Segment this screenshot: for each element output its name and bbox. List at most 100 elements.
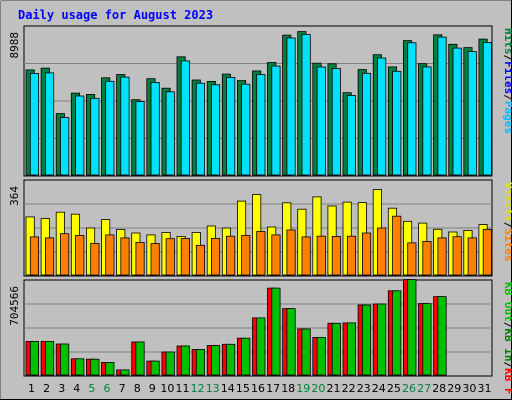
bar-sites-day-1	[29, 236, 39, 276]
bar-kb-in-day-27	[422, 303, 432, 376]
bar-sites-day-5	[90, 242, 100, 276]
bar-sites-day-19	[301, 236, 311, 276]
x-tick-label-15: 15	[236, 382, 250, 395]
bar-sites-day-4	[75, 234, 85, 276]
x-tick-label-2: 2	[43, 382, 50, 395]
bar-sites-day-11	[180, 237, 190, 276]
x-tick-label-5: 5	[88, 382, 95, 395]
panel-mid: 364 Visits/Sites	[8, 179, 512, 277]
bar-sites-day-17	[271, 234, 281, 276]
legend-hits: Hits	[502, 28, 512, 55]
bar-kb-in-day-9	[150, 360, 160, 376]
bar-kb-in-day-6	[105, 361, 115, 376]
bar-kb-in-day-19	[301, 328, 311, 376]
x-tick-label-25: 25	[387, 382, 401, 395]
bar-kb-in-day-18	[286, 308, 296, 376]
bar-sites-day-12	[195, 244, 206, 276]
panel-mid-max-label: 364	[8, 186, 21, 206]
bar-files-day-23	[361, 72, 372, 176]
bar-files-day-19	[301, 34, 311, 176]
x-tick-label-16: 16	[251, 382, 265, 395]
bar-sites-day-25	[392, 215, 402, 276]
bar-kb-in-day-5	[90, 358, 100, 376]
bar-files-day-17	[271, 65, 281, 176]
x-tick-label-24: 24	[372, 382, 386, 395]
bar-kb-in-day-23	[361, 304, 372, 376]
x-axis-labels: 1 2 3 4 5 6 7 8 9 10 11 12 13 14 15 16 17 18 19 20 21 22 23 24 2…	[28, 382, 492, 395]
bar-sites-day-30	[467, 237, 477, 276]
x-tick-label-27: 27	[417, 382, 431, 395]
bar-kb-in-day-17	[271, 287, 281, 376]
x-tick-label-30: 30	[462, 382, 476, 395]
legend-kb-in: KB In	[502, 328, 512, 361]
x-tick-label-18: 18	[281, 382, 295, 395]
bar-kb-in-day-25	[392, 290, 402, 376]
bar-sites-day-22	[346, 235, 356, 276]
x-tick-label-20: 20	[311, 382, 325, 395]
panel-bot-max-label: 704566	[8, 286, 21, 326]
legend-pages: Pages	[502, 101, 512, 134]
bar-files-day-5	[90, 97, 100, 176]
legend-separator: /	[502, 55, 512, 62]
bar-files-day-2	[45, 72, 55, 176]
x-tick-label-12: 12	[191, 382, 205, 395]
bar-files-day-6	[105, 80, 115, 176]
bar-files-day-18	[286, 37, 296, 176]
x-tick-label-22: 22	[342, 382, 356, 395]
legend-files: Files	[502, 61, 512, 94]
bar-files-day-4	[75, 95, 85, 176]
bar-files-day-28	[437, 36, 447, 176]
x-tick-label-26: 26	[402, 382, 416, 395]
bar-kb-in-day-16	[256, 317, 266, 376]
bar-kb-in-day-7	[120, 369, 130, 376]
bar-sites-day-9	[150, 243, 160, 276]
bar-sites-day-28	[437, 237, 447, 276]
x-tick-label-8: 8	[134, 382, 141, 395]
legend-kb-f: KB F	[502, 368, 512, 395]
bar-sites-day-13	[210, 237, 221, 276]
panel-top-legend: Hits/Files/Pages	[502, 28, 512, 134]
bar-sites-day-18	[286, 229, 296, 276]
bar-files-day-27	[422, 66, 432, 176]
x-tick-label-11: 11	[176, 382, 190, 395]
legend-separator: /	[502, 322, 512, 329]
bar-files-day-7	[120, 76, 130, 176]
panel-mid-legend: Visits/Sites	[502, 182, 512, 262]
bar-sites-day-29	[452, 236, 462, 276]
panel-top-max-label: 8988	[8, 32, 21, 59]
bar-kb-in-day-15	[241, 337, 251, 376]
bar-sites-day-15	[241, 234, 251, 276]
x-tick-label-14: 14	[221, 382, 235, 395]
bar-kb-in-day-26	[407, 279, 417, 376]
bar-sites-day-7	[120, 237, 130, 276]
x-tick-label-29: 29	[447, 382, 461, 395]
bar-kb-in-day-1	[29, 340, 39, 376]
bar-sites-day-2	[45, 237, 55, 276]
bar-files-day-11	[180, 60, 190, 176]
bar-kb-in-day-24	[377, 303, 387, 376]
bar-sites-day-24	[377, 227, 387, 276]
legend-separator: /	[502, 94, 512, 101]
legend-separator: /	[502, 362, 512, 369]
bar-files-day-15	[241, 83, 251, 176]
bar-sites-day-6	[105, 234, 115, 276]
bar-kb-in-day-4	[75, 358, 85, 376]
bar-kb-in-day-13	[210, 345, 221, 376]
bar-kb-in-day-10	[165, 351, 175, 376]
legend-sites: Sites	[502, 228, 512, 261]
bar-files-day-9	[150, 82, 160, 176]
bar-sites-day-23	[361, 232, 372, 276]
bar-sites-day-10	[165, 238, 175, 276]
bar-files-day-21	[331, 68, 341, 176]
legend-visits: Visits	[502, 182, 512, 222]
x-tick-label-4: 4	[73, 382, 80, 395]
bar-kb-in-day-11	[180, 345, 190, 376]
bar-files-day-29	[452, 47, 462, 176]
x-tick-label-21: 21	[327, 382, 341, 395]
bar-sites-day-31	[482, 228, 492, 276]
bar-files-day-20	[316, 66, 326, 176]
bar-kb-in-day-12	[195, 349, 206, 376]
bar-kb-in-day-3	[60, 343, 70, 376]
